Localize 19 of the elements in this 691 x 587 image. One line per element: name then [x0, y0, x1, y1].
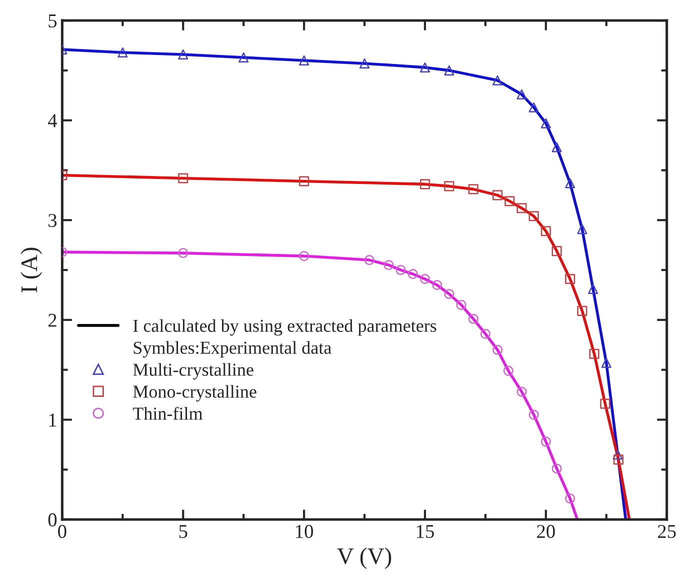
y-tick-label: 5 — [48, 14, 57, 28]
x-tick-label: 20 — [537, 524, 555, 538]
y-tick-label: 3 — [48, 214, 57, 228]
y-axis-title: I (A) — [20, 248, 42, 292]
y-tick-label: 0 — [48, 513, 57, 526]
annotation: I calculated by using extracted parameters — [133, 319, 436, 336]
legend-title: Symbles:Experimental data — [134, 341, 332, 358]
x-tick-label: 5 — [179, 525, 188, 538]
legend-label: Mono-crystalline — [133, 385, 256, 402]
x-tick-label: 0 — [58, 524, 66, 538]
y-tick-label: 1 — [49, 414, 56, 426]
x-tick-label: 10 — [296, 524, 314, 538]
x-tick-label: 25 — [658, 524, 676, 538]
legend-label: Multi-crystalline — [133, 363, 254, 380]
y-tick-label: 4 — [48, 114, 58, 128]
legend-label: Thin-film — [132, 406, 203, 420]
x-tick-label: 15 — [416, 525, 434, 538]
x-axis-title: V (V) — [337, 548, 392, 569]
y-tick-label: 2 — [48, 314, 56, 327]
